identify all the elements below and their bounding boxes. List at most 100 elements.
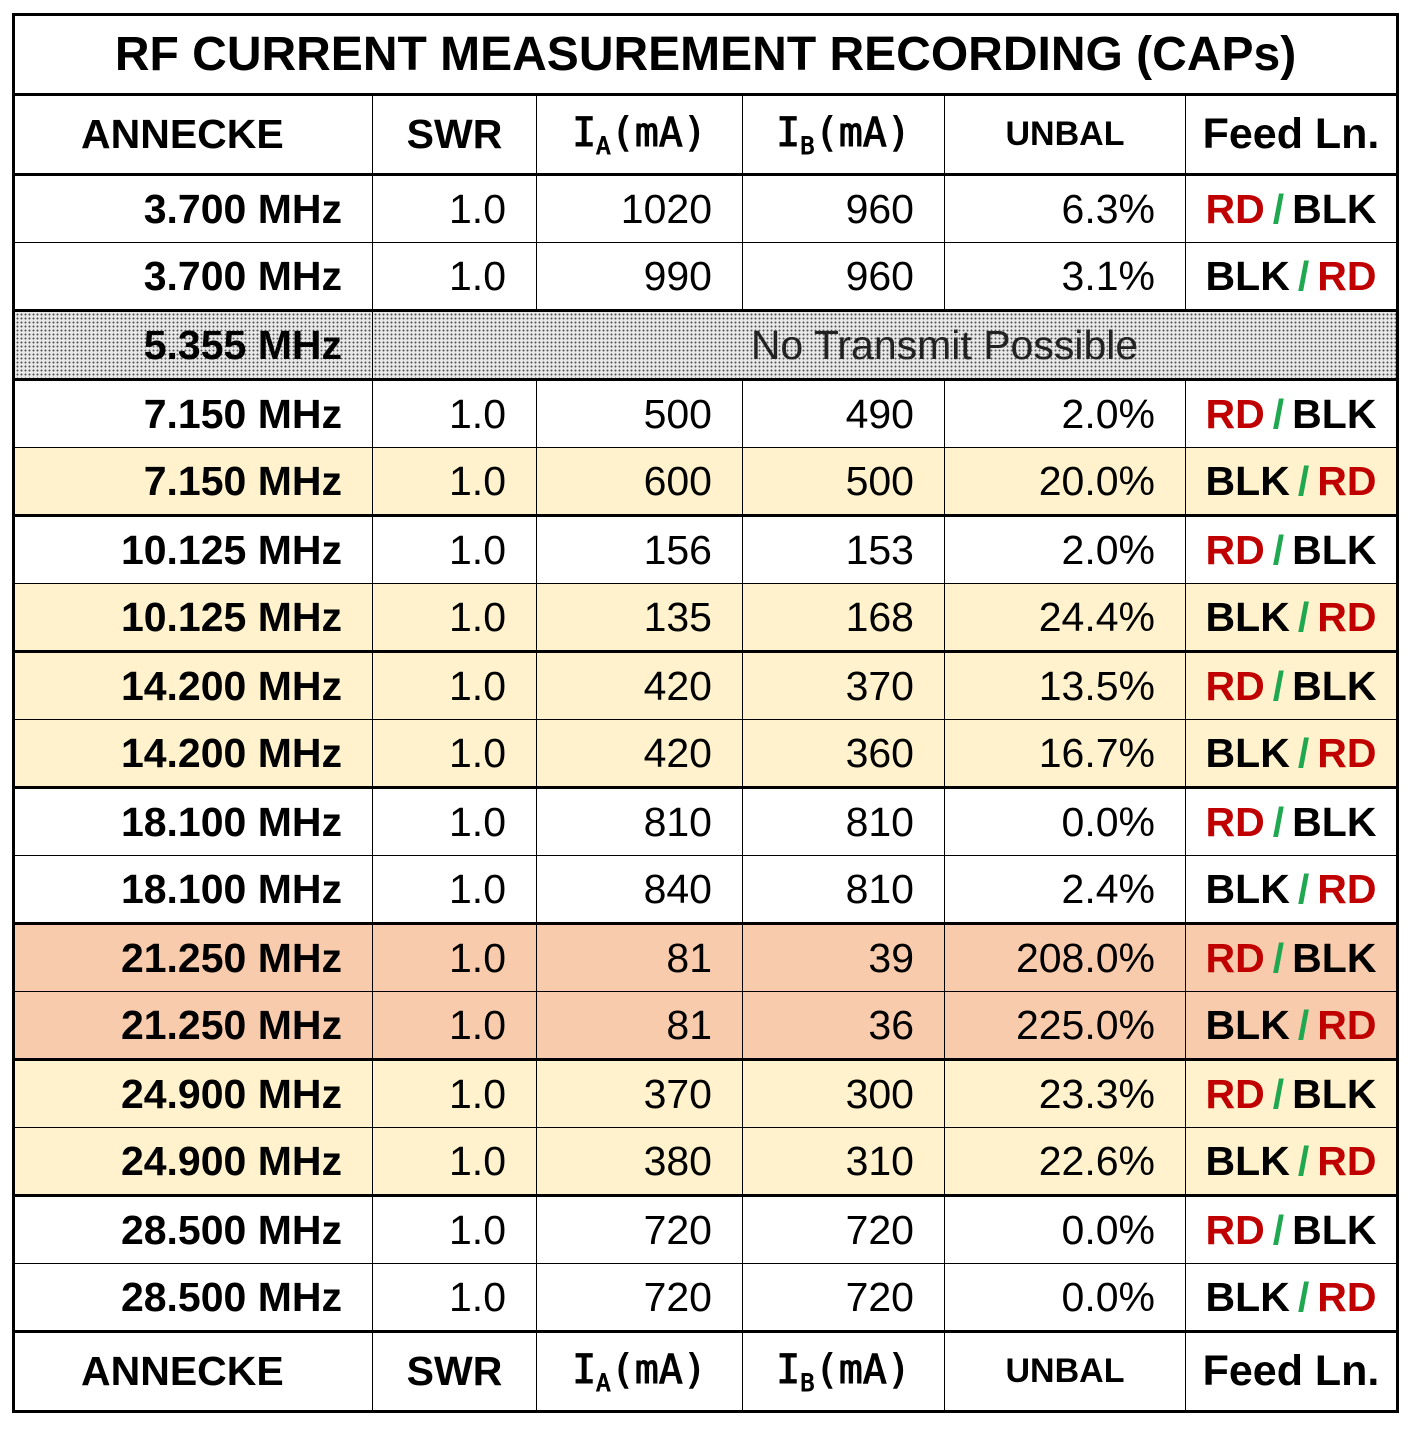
ib-cell: 810 bbox=[742, 855, 945, 925]
table-row: 7.150 MHz 1.0 600 500 20.0% BLK / RD bbox=[13, 447, 1398, 517]
unbal-cell: 20.0% bbox=[944, 447, 1186, 517]
feed-part: BLK bbox=[1205, 457, 1290, 504]
unbal-cell: 2.4% bbox=[944, 855, 1186, 925]
feed-line-cell: BLK / RD bbox=[1185, 447, 1398, 517]
unbal-cell: 22.6% bbox=[944, 1127, 1186, 1197]
header-annecke: ANNECKE bbox=[13, 1331, 373, 1412]
feed-part: RD bbox=[1205, 662, 1265, 709]
header-ia-label: I bbox=[572, 109, 597, 156]
ia-cell: 1020 bbox=[536, 174, 743, 243]
header-ib: IB(mA) bbox=[742, 94, 945, 176]
feed-part: / bbox=[1297, 1137, 1310, 1184]
no-transmit-message: No Transmit Possible bbox=[372, 310, 1398, 381]
header-ia-unit: (mA) bbox=[610, 1346, 707, 1393]
feed-part: RD bbox=[1317, 1137, 1377, 1184]
swr-cell: 1.0 bbox=[372, 447, 537, 517]
frequency-cell: 10.125 MHz bbox=[13, 515, 373, 584]
table-title: RF CURRENT MEASUREMENT RECORDING (CAPs) bbox=[13, 14, 1398, 96]
feed-part: BLK bbox=[1205, 252, 1290, 299]
frequency-cell: 18.100 MHz bbox=[13, 787, 373, 856]
feed-part: BLK bbox=[1292, 1070, 1377, 1117]
feed-part: / bbox=[1272, 662, 1285, 709]
swr-cell: 1.0 bbox=[372, 242, 537, 312]
frequency-cell: 7.150 MHz bbox=[13, 379, 373, 448]
header-ib-label: I bbox=[776, 1346, 801, 1393]
table-row: 5.355 MHz No Transmit Possible bbox=[13, 310, 1398, 381]
unbal-cell: 24.4% bbox=[944, 583, 1186, 653]
ib-cell: 39 bbox=[742, 923, 945, 992]
table-row: 18.100 MHz 1.0 840 810 2.4% BLK / RD bbox=[13, 855, 1398, 925]
ib-cell: 490 bbox=[742, 379, 945, 448]
header-ib-unit: (mA) bbox=[814, 109, 911, 156]
frequency-cell: 18.100 MHz bbox=[13, 855, 373, 925]
feed-line-cell: BLK / RD bbox=[1185, 719, 1398, 789]
swr-cell: 1.0 bbox=[372, 923, 537, 992]
feed-part: / bbox=[1272, 390, 1285, 437]
ia-cell: 720 bbox=[536, 1195, 743, 1264]
rf-current-table: RF CURRENT MEASUREMENT RECORDING (CAPs) … bbox=[12, 13, 1399, 1413]
table-row: 18.100 MHz 1.0 810 810 0.0% RD / BLK bbox=[13, 787, 1398, 856]
feed-line-cell: BLK / RD bbox=[1185, 1127, 1398, 1197]
feed-part: BLK bbox=[1292, 662, 1377, 709]
frequency-cell: 28.500 MHz bbox=[13, 1195, 373, 1264]
ib-cell: 300 bbox=[742, 1059, 945, 1128]
feed-part: / bbox=[1297, 729, 1310, 776]
swr-cell: 1.0 bbox=[372, 1195, 537, 1264]
unbal-cell: 0.0% bbox=[944, 787, 1186, 856]
ib-cell: 168 bbox=[742, 583, 945, 653]
frequency-cell: 14.200 MHz bbox=[13, 719, 373, 789]
table-row: 10.125 MHz 1.0 135 168 24.4% BLK / RD bbox=[13, 583, 1398, 653]
feed-part: / bbox=[1297, 1001, 1310, 1048]
header-ib-unit: (mA) bbox=[814, 1346, 911, 1393]
swr-cell: 1.0 bbox=[372, 515, 537, 584]
feed-part: / bbox=[1272, 526, 1285, 573]
feed-line-cell: RD / BLK bbox=[1185, 651, 1398, 720]
unbal-cell: 3.1% bbox=[944, 242, 1186, 312]
swr-cell: 1.0 bbox=[372, 583, 537, 653]
frequency-cell: 3.700 MHz bbox=[13, 174, 373, 243]
ib-cell: 720 bbox=[742, 1263, 945, 1333]
feed-part: RD bbox=[1317, 252, 1377, 299]
unbal-cell: 2.0% bbox=[944, 515, 1186, 584]
table-row: 24.900 MHz 1.0 370 300 23.3% RD / BLK bbox=[13, 1059, 1398, 1128]
swr-cell: 1.0 bbox=[372, 855, 537, 925]
feed-part: RD bbox=[1205, 1206, 1265, 1253]
frequency-cell: 14.200 MHz bbox=[13, 651, 373, 720]
frequency-cell: 24.900 MHz bbox=[13, 1059, 373, 1128]
table-row: 3.700 MHz 1.0 990 960 3.1% BLK / RD bbox=[13, 242, 1398, 312]
header-annecke: ANNECKE bbox=[13, 94, 373, 176]
feed-line-cell: RD / BLK bbox=[1185, 379, 1398, 448]
ia-cell: 600 bbox=[536, 447, 743, 517]
feed-part: RD bbox=[1317, 865, 1377, 912]
ia-cell: 135 bbox=[536, 583, 743, 653]
frequency-cell: 10.125 MHz bbox=[13, 583, 373, 653]
ib-cell: 720 bbox=[742, 1195, 945, 1264]
table-row: 3.700 MHz 1.0 1020 960 6.3% RD / BLK bbox=[13, 174, 1398, 243]
swr-cell: 1.0 bbox=[372, 719, 537, 789]
ib-cell: 960 bbox=[742, 174, 945, 243]
feed-part: BLK bbox=[1292, 390, 1377, 437]
feed-part: / bbox=[1297, 1273, 1310, 1320]
feed-part: BLK bbox=[1205, 1137, 1290, 1184]
header-swr: SWR bbox=[372, 94, 537, 176]
ib-cell: 500 bbox=[742, 447, 945, 517]
feed-part: RD bbox=[1205, 390, 1265, 437]
unbal-cell: 225.0% bbox=[944, 991, 1186, 1061]
feed-line-cell: BLK / RD bbox=[1185, 242, 1398, 312]
ia-cell: 420 bbox=[536, 651, 743, 720]
header-ia-sub: A bbox=[596, 131, 611, 160]
swr-cell: 1.0 bbox=[372, 1059, 537, 1128]
feed-part: BLK bbox=[1205, 593, 1290, 640]
feed-line-cell: RD / BLK bbox=[1185, 923, 1398, 992]
feed-line-cell: RD / BLK bbox=[1185, 515, 1398, 584]
swr-cell: 1.0 bbox=[372, 651, 537, 720]
ib-cell: 810 bbox=[742, 787, 945, 856]
header-feed-line: Feed Ln. bbox=[1185, 1331, 1398, 1412]
swr-cell: 1.0 bbox=[372, 1127, 537, 1197]
feed-part: BLK bbox=[1205, 729, 1290, 776]
ib-cell: 360 bbox=[742, 719, 945, 789]
table-row: 14.200 MHz 1.0 420 360 16.7% BLK / RD bbox=[13, 719, 1398, 789]
unbal-cell: 23.3% bbox=[944, 1059, 1186, 1128]
feed-part: / bbox=[1272, 934, 1285, 981]
feed-part: BLK bbox=[1205, 865, 1290, 912]
